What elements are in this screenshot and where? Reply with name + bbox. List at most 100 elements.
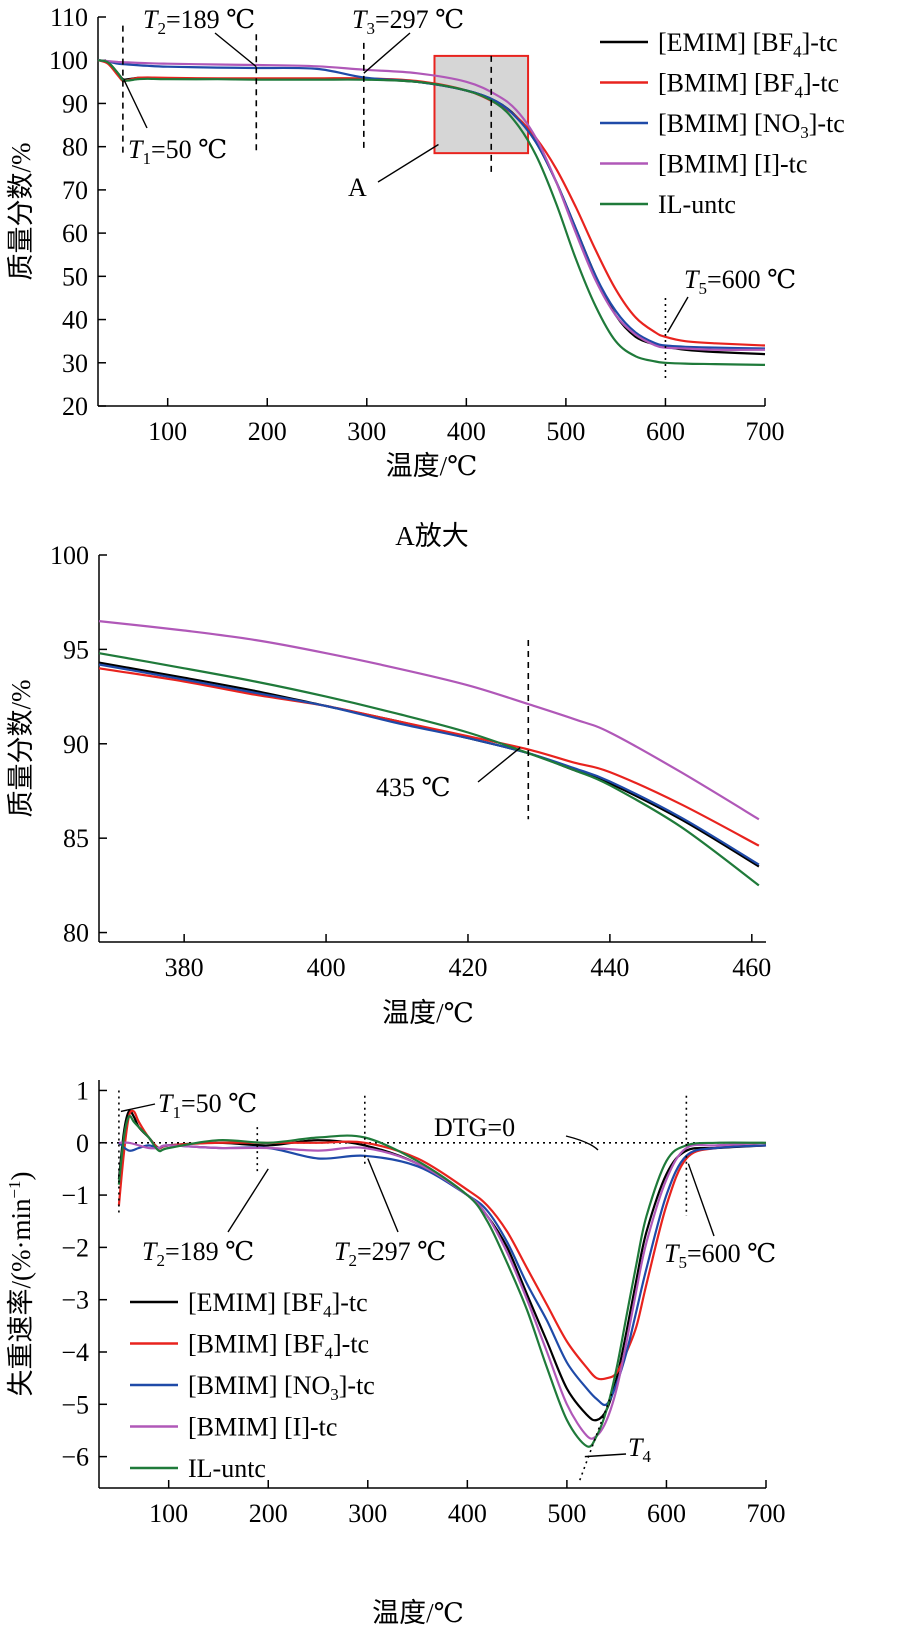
series-line xyxy=(98,620,760,821)
series-line xyxy=(97,59,766,366)
x-tick-label: 460 xyxy=(732,953,771,982)
leader-line xyxy=(227,1168,269,1233)
y-tick-label: 30 xyxy=(62,349,88,378)
y-tick-label: 20 xyxy=(62,392,88,421)
y-axis-label: 质量分数/% xyxy=(6,680,36,818)
legend-label: [EMIM] [BF4]-tc xyxy=(188,1288,368,1321)
x-tick-label: 200 xyxy=(248,417,287,446)
legend-label: [BMIM] [I]-tc xyxy=(658,150,807,179)
y-axis-label: 失重速率/(%·min−1) xyxy=(5,1171,36,1396)
t2-label: T2=189 ℃ xyxy=(143,5,255,38)
zoom-region-box xyxy=(433,54,530,155)
y-tick-label: −5 xyxy=(61,1390,89,1419)
x-tick-label: 300 xyxy=(348,1499,387,1528)
t4-label: T4 xyxy=(628,1433,651,1466)
temp-435-label: 435 ℃ xyxy=(376,773,451,802)
leader-line xyxy=(377,143,439,183)
x-tick-label: 400 xyxy=(448,1499,487,1528)
y-tick-label: −4 xyxy=(61,1338,89,1367)
dtg-leader xyxy=(565,1135,599,1151)
x-tick-label: 600 xyxy=(647,1499,686,1528)
leader-line xyxy=(687,1163,715,1237)
y-tick-label: 95 xyxy=(63,635,89,664)
y-tick-label: −1 xyxy=(61,1181,89,1210)
x-tick-label: 100 xyxy=(149,1499,188,1528)
y-tick-label: 90 xyxy=(63,730,89,759)
series-line xyxy=(97,59,766,351)
y-tick-label: 40 xyxy=(62,306,88,335)
t2b-label: T2=297 ℃ xyxy=(334,1237,446,1270)
legend-label: [EMIM] [BF4]-tc xyxy=(658,28,838,61)
leader-line xyxy=(363,32,411,74)
y-tick-label: 0 xyxy=(76,1129,89,1158)
x-tick-label: 420 xyxy=(448,953,487,982)
x-tick-label: 500 xyxy=(547,1499,586,1528)
t5-label: T5=600 ℃ xyxy=(664,1239,776,1272)
x-tick-label: 380 xyxy=(165,953,204,982)
x-tick-label: 400 xyxy=(307,953,346,982)
x-tick-label: 700 xyxy=(746,417,785,446)
y-tick-label: −3 xyxy=(61,1286,89,1315)
legend-label: [BMIM] [NO3]-tc xyxy=(188,1371,375,1404)
region-a-label: A xyxy=(348,173,367,202)
x-tick-label: 700 xyxy=(747,1499,786,1528)
dtg-zero-label: DTG=0 xyxy=(434,1113,515,1142)
series-line xyxy=(118,1141,767,1440)
legend-label: [BMIM] [BF4]-tc xyxy=(658,69,839,102)
x-axis-label: 温度/℃ xyxy=(386,451,478,481)
x-tick-label: 400 xyxy=(447,417,486,446)
series-line xyxy=(118,1141,767,1407)
series-line xyxy=(98,663,760,866)
y-tick-label: 80 xyxy=(62,133,88,162)
leader-line xyxy=(584,1453,627,1458)
leader-line xyxy=(120,1103,156,1113)
y-tick-label: 85 xyxy=(63,824,89,853)
t5-label: T5=600 ℃ xyxy=(684,265,796,298)
x-tick-label: 500 xyxy=(546,417,585,446)
series-line xyxy=(98,652,760,887)
x-tick-label: 100 xyxy=(148,417,187,446)
t1-label: T1=50 ℃ xyxy=(158,1089,257,1122)
legend-label: IL-untc xyxy=(188,1454,266,1483)
leader-line xyxy=(123,79,148,129)
y-tick-label: 100 xyxy=(49,46,88,75)
series-line xyxy=(98,661,760,868)
x-axis-label: 温度/℃ xyxy=(372,1598,464,1628)
peak-ref-line xyxy=(578,1393,613,1484)
x-tick-label: 600 xyxy=(646,417,685,446)
series-line xyxy=(117,1114,767,1448)
series-line xyxy=(98,667,760,847)
leader-line xyxy=(666,296,689,333)
y-tick-label: 90 xyxy=(62,89,88,118)
x-tick-label: 300 xyxy=(347,417,386,446)
t3-label: T3=297 ℃ xyxy=(352,5,464,38)
y-tick-label: 70 xyxy=(62,176,88,205)
legend-label: [BMIM] [NO3]-tc xyxy=(658,109,845,142)
y-tick-label: 110 xyxy=(50,3,88,32)
x-tick-label: 440 xyxy=(590,953,629,982)
chart-dtg: 100 200 300 400 500 600 700 1 0 −1 −2 −3 −4 −5 −6 T1=50… xyxy=(5,1076,786,1628)
y-tick-label: −6 xyxy=(61,1443,89,1472)
y-axis-label: 质量分数/% xyxy=(6,143,36,281)
x-tick-label: 200 xyxy=(249,1499,288,1528)
t2-label: T2=189 ℃ xyxy=(142,1237,254,1270)
y-tick-label: 80 xyxy=(63,919,89,948)
x-axis-label: 温度/℃ xyxy=(382,998,474,1028)
t1-label: T1=50 ℃ xyxy=(128,135,227,168)
leader-line xyxy=(367,1158,399,1233)
legend-label: [BMIM] [BF4]-tc xyxy=(188,1330,369,1363)
y-tick-label: −2 xyxy=(61,1233,89,1262)
chart-title: A放大 xyxy=(395,521,469,551)
leader-line xyxy=(214,32,257,68)
leader-line xyxy=(477,747,521,783)
y-tick-label: 1 xyxy=(76,1076,89,1105)
legend-label: [BMIM] [I]-tc xyxy=(188,1413,337,1442)
series-line xyxy=(97,59,766,350)
y-tick-label: 60 xyxy=(62,219,88,248)
chart-tga: 100 200 300 400 500 600 700 20 30 40 50 60 70 80 90 100… xyxy=(6,3,845,481)
y-tick-label: 50 xyxy=(62,262,88,291)
y-tick-label: 100 xyxy=(50,541,89,570)
legend-label: IL-untc xyxy=(658,190,736,219)
